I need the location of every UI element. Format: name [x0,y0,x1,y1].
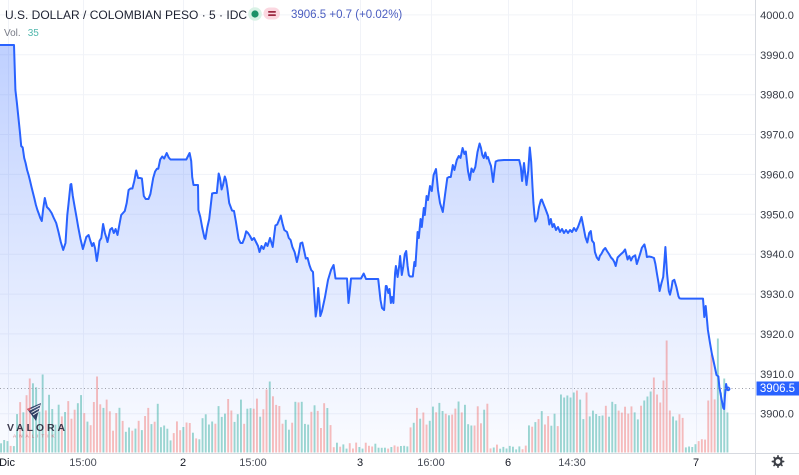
svg-text:3960.0: 3960.0 [760,169,794,181]
svg-text:15:00: 15:00 [69,457,97,469]
svg-text:3950.0: 3950.0 [760,209,794,221]
svg-text:3940.0: 3940.0 [760,249,794,261]
svg-text:3920.0: 3920.0 [760,329,794,341]
svg-text:7: 7 [693,457,699,469]
svg-text:3910.0: 3910.0 [760,369,794,381]
svg-text:3: 3 [357,457,363,469]
svg-text:3990.0: 3990.0 [760,50,794,62]
svg-text:4000.0: 4000.0 [760,10,794,22]
svg-text:ANALITIK: ANALITIK [13,434,58,440]
svg-text:16:00: 16:00 [417,457,445,469]
svg-text:2: 2 [180,457,186,469]
svg-text:VALORA: VALORA [7,422,68,434]
svg-text:15:00: 15:00 [239,457,267,469]
svg-text:3900.0: 3900.0 [760,409,794,421]
svg-text:14:30: 14:30 [558,457,586,469]
svg-text:3906.5: 3906.5 [760,383,795,395]
svg-text:3970.0: 3970.0 [760,130,794,142]
svg-text:3980.0: 3980.0 [760,90,794,102]
svg-text:3930.0: 3930.0 [760,289,794,301]
svg-text:6: 6 [505,457,511,469]
svg-text:Dic: Dic [0,457,15,469]
